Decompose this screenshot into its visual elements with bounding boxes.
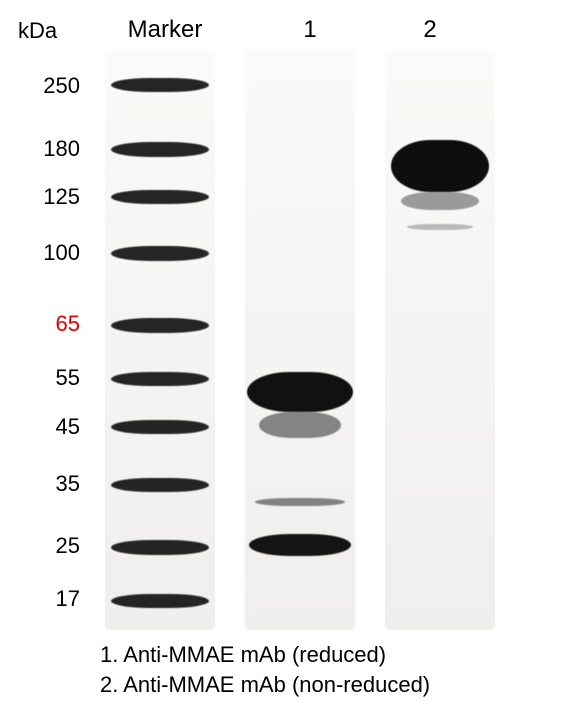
gel-band xyxy=(111,540,209,555)
gel-band xyxy=(391,140,489,192)
gel-band xyxy=(111,246,209,261)
gel-band xyxy=(247,372,353,412)
lane-header-2: 2 xyxy=(400,16,460,44)
axis-unit-label: kDa xyxy=(18,18,57,44)
gel-band xyxy=(249,534,351,556)
gel-band xyxy=(259,412,341,438)
gel-band xyxy=(111,420,209,434)
gel-band xyxy=(111,78,209,92)
gel-band xyxy=(255,498,345,506)
lane-header-1: 1 xyxy=(280,16,340,44)
gel-band xyxy=(111,372,209,386)
gel-band xyxy=(111,190,209,204)
lane-marker xyxy=(105,50,215,630)
axis-tick: 100 xyxy=(20,240,80,266)
gel-band xyxy=(111,594,209,608)
axis-tick: 65 xyxy=(20,311,80,337)
gel-band xyxy=(401,192,479,210)
gel-band xyxy=(111,142,209,157)
lane-header-marker: Marker xyxy=(110,16,220,44)
axis-tick: 17 xyxy=(20,586,80,612)
axis-tick: 180 xyxy=(20,136,80,162)
axis-tick: 125 xyxy=(20,184,80,210)
gel-band xyxy=(407,224,473,230)
lane-1 xyxy=(245,50,355,630)
gel-figure: kDa Marker 1 2 250 180 125 100 65 55 45 35 25 17 xyxy=(0,0,574,640)
legend-item-1: 1. Anti-MMAE mAb (reduced) xyxy=(100,640,430,670)
axis-tick: 45 xyxy=(20,414,80,440)
legend: 1. Anti-MMAE mAb (reduced) 2. Anti-MMAE … xyxy=(100,640,430,699)
axis-tick: 250 xyxy=(20,73,80,99)
lane-2 xyxy=(385,50,495,630)
axis-tick: 25 xyxy=(20,533,80,559)
axis-tick: 55 xyxy=(20,365,80,391)
gel-band xyxy=(111,478,209,492)
legend-item-2: 2. Anti-MMAE mAb (non-reduced) xyxy=(100,670,430,700)
axis-tick: 35 xyxy=(20,471,80,497)
gel-band xyxy=(111,318,209,333)
